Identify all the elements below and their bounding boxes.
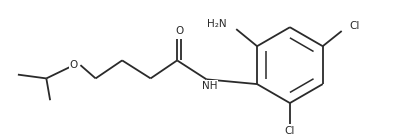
- Text: NH: NH: [201, 81, 217, 91]
- Text: H₂N: H₂N: [207, 19, 227, 29]
- Text: O: O: [70, 60, 78, 70]
- Text: O: O: [175, 26, 183, 36]
- Text: Cl: Cl: [285, 126, 295, 136]
- Text: Cl: Cl: [349, 21, 360, 31]
